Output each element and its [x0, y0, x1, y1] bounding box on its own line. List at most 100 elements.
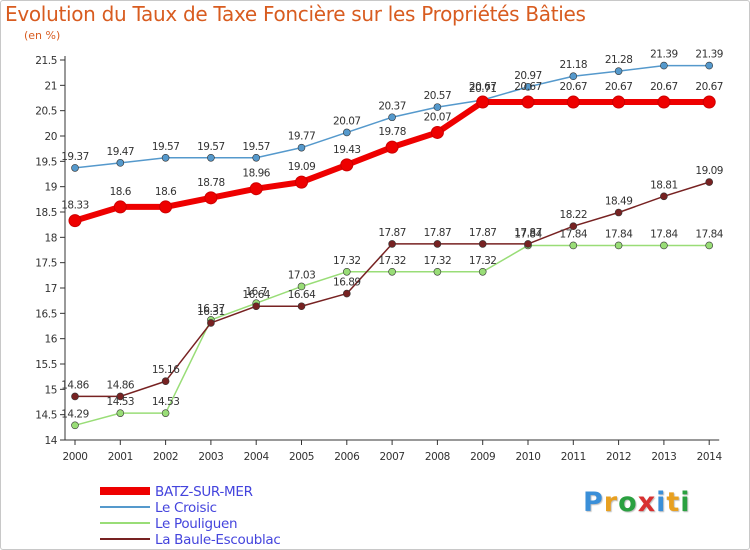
- data-point: [612, 95, 626, 109]
- data-point: [388, 113, 396, 122]
- y-tick-label: 20: [44, 131, 57, 143]
- data-label: 14.29: [61, 408, 89, 420]
- data-label: 19.57: [197, 141, 225, 153]
- data-label: 17.84: [514, 228, 542, 240]
- data-label: 16.31: [197, 306, 225, 318]
- data-label: 19.78: [378, 126, 406, 138]
- data-label: 17.32: [424, 255, 452, 267]
- data-point: [161, 153, 170, 162]
- data-point: [252, 153, 261, 162]
- data-point: [433, 267, 442, 276]
- data-point: [297, 143, 306, 152]
- data-point: [660, 192, 668, 201]
- data-label: 15.16: [152, 364, 180, 376]
- data-label: 19.77: [288, 131, 316, 143]
- legend-swatch: [100, 538, 150, 540]
- x-tick-label: 2012: [606, 451, 631, 463]
- brand-letter: P: [583, 487, 604, 518]
- data-label: 20.67: [650, 81, 678, 93]
- legend-label: BATZ-SUR-MER: [155, 484, 253, 500]
- data-label: 20.67: [560, 81, 588, 93]
- data-label: 16.37: [197, 303, 225, 315]
- data-label: 18.22: [560, 209, 588, 221]
- chart-title: Evolution du Taux de Taxe Foncière sur l…: [5, 2, 586, 26]
- x-tick-label: 2013: [651, 451, 676, 463]
- data-point: [524, 83, 532, 91]
- y-tick-label: 19.5: [35, 156, 57, 168]
- data-point: [478, 240, 487, 248]
- y-tick-label: 17.5: [35, 258, 57, 270]
- data-label: 16.64: [288, 289, 316, 301]
- data-label: 17.84: [695, 228, 723, 240]
- data-label: 14.53: [152, 396, 180, 408]
- data-point: [207, 319, 215, 327]
- chart-unit: (en %): [24, 29, 61, 42]
- data-label: 18.6: [110, 186, 132, 198]
- data-label: 14.53: [107, 396, 135, 408]
- y-tick-label: 19: [44, 182, 57, 194]
- data-label: 18.96: [242, 168, 270, 180]
- data-point: [68, 214, 82, 228]
- data-point: [388, 267, 396, 276]
- data-label: 21.28: [605, 54, 633, 66]
- data-label: 17.84: [605, 228, 633, 240]
- data-point: [340, 158, 354, 172]
- y-tick-label: 17: [44, 283, 57, 295]
- brand-letter: i: [656, 487, 667, 518]
- data-point: [660, 241, 668, 250]
- data-label: 20.67: [469, 81, 497, 93]
- data-point: [433, 103, 442, 111]
- data-point: [161, 377, 170, 386]
- data-point: [297, 282, 306, 291]
- data-label: 20.07: [424, 111, 452, 123]
- data-point: [295, 175, 308, 189]
- y-tick-label: 15.5: [35, 359, 57, 371]
- data-point: [252, 302, 261, 311]
- data-point: [705, 61, 714, 70]
- data-label: 16.89: [333, 277, 361, 289]
- data-point: [116, 159, 125, 167]
- data-label: 21.18: [560, 59, 588, 71]
- legend-label: Le Pouliguen: [155, 516, 238, 532]
- data-label: 17.87: [469, 227, 497, 239]
- data-label: 17.84: [560, 228, 588, 240]
- legend-swatch: [100, 522, 150, 524]
- legend-swatch: [100, 487, 150, 495]
- y-tick-label: 18: [44, 232, 57, 244]
- brand-letter: o: [618, 487, 638, 518]
- data-point: [569, 72, 578, 81]
- y-tick-label: 16: [44, 334, 57, 346]
- data-point: [385, 140, 399, 154]
- brand-letter: i: [680, 487, 691, 518]
- data-point: [297, 302, 306, 311]
- data-point: [388, 240, 396, 248]
- data-label: 19.09: [695, 165, 723, 177]
- data-point: [566, 95, 580, 109]
- data-point: [113, 200, 127, 214]
- data-point: [342, 267, 351, 276]
- data-point: [161, 409, 170, 417]
- y-tick-label: 14.5: [35, 410, 57, 422]
- data-point: [342, 289, 351, 298]
- data-label: 21.39: [695, 49, 723, 61]
- data-point: [478, 267, 487, 276]
- data-label: 18.6: [155, 186, 177, 198]
- data-label: 18.33: [61, 200, 89, 212]
- x-tick-label: 2000: [62, 451, 87, 463]
- x-tick-label: 2006: [334, 451, 360, 463]
- data-point: [71, 421, 79, 430]
- brand-letter: t: [666, 487, 681, 518]
- data-label: 17.87: [514, 227, 542, 239]
- y-tick-label: 15: [44, 384, 57, 396]
- data-point: [71, 164, 79, 172]
- data-label: 17.87: [424, 227, 452, 239]
- data-point: [569, 241, 578, 250]
- y-tick-label: 20.5: [35, 106, 57, 118]
- data-point: [342, 128, 351, 137]
- brand-letter: x: [637, 487, 657, 518]
- data-point: [569, 222, 578, 230]
- data-point: [705, 178, 714, 186]
- x-tick-label: 2008: [425, 451, 450, 463]
- data-label: 17.84: [650, 228, 678, 240]
